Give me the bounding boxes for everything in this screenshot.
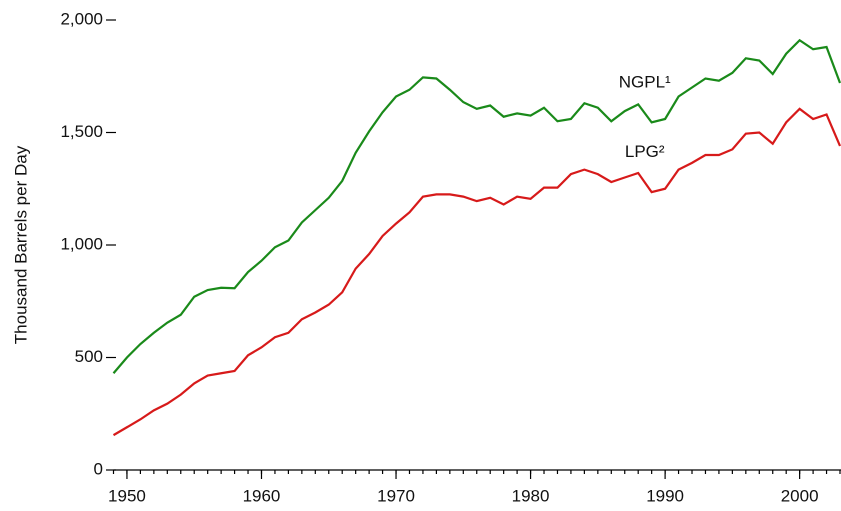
x-tick-label: 1980 — [512, 486, 550, 505]
y-tick-label: 0 — [94, 459, 103, 478]
y-axis-label: Thousand Barrels per Day — [11, 145, 30, 344]
series-label: LPG² — [625, 142, 665, 161]
y-tick-label: 1,500 — [60, 122, 103, 141]
series-label: NGPL¹ — [619, 73, 671, 92]
y-tick-label: 500 — [75, 347, 103, 366]
x-tick-label: 2000 — [781, 486, 819, 505]
data-line — [112, 38, 841, 374]
data-line — [112, 107, 841, 437]
y-tick-label: 1,000 — [60, 234, 103, 253]
y-tick-label: 2,000 — [60, 9, 103, 28]
x-tick-label: 1990 — [646, 486, 684, 505]
x-tick-label: 1960 — [243, 486, 281, 505]
x-tick-label: 1970 — [377, 486, 415, 505]
x-tick-label: 1950 — [108, 486, 146, 505]
